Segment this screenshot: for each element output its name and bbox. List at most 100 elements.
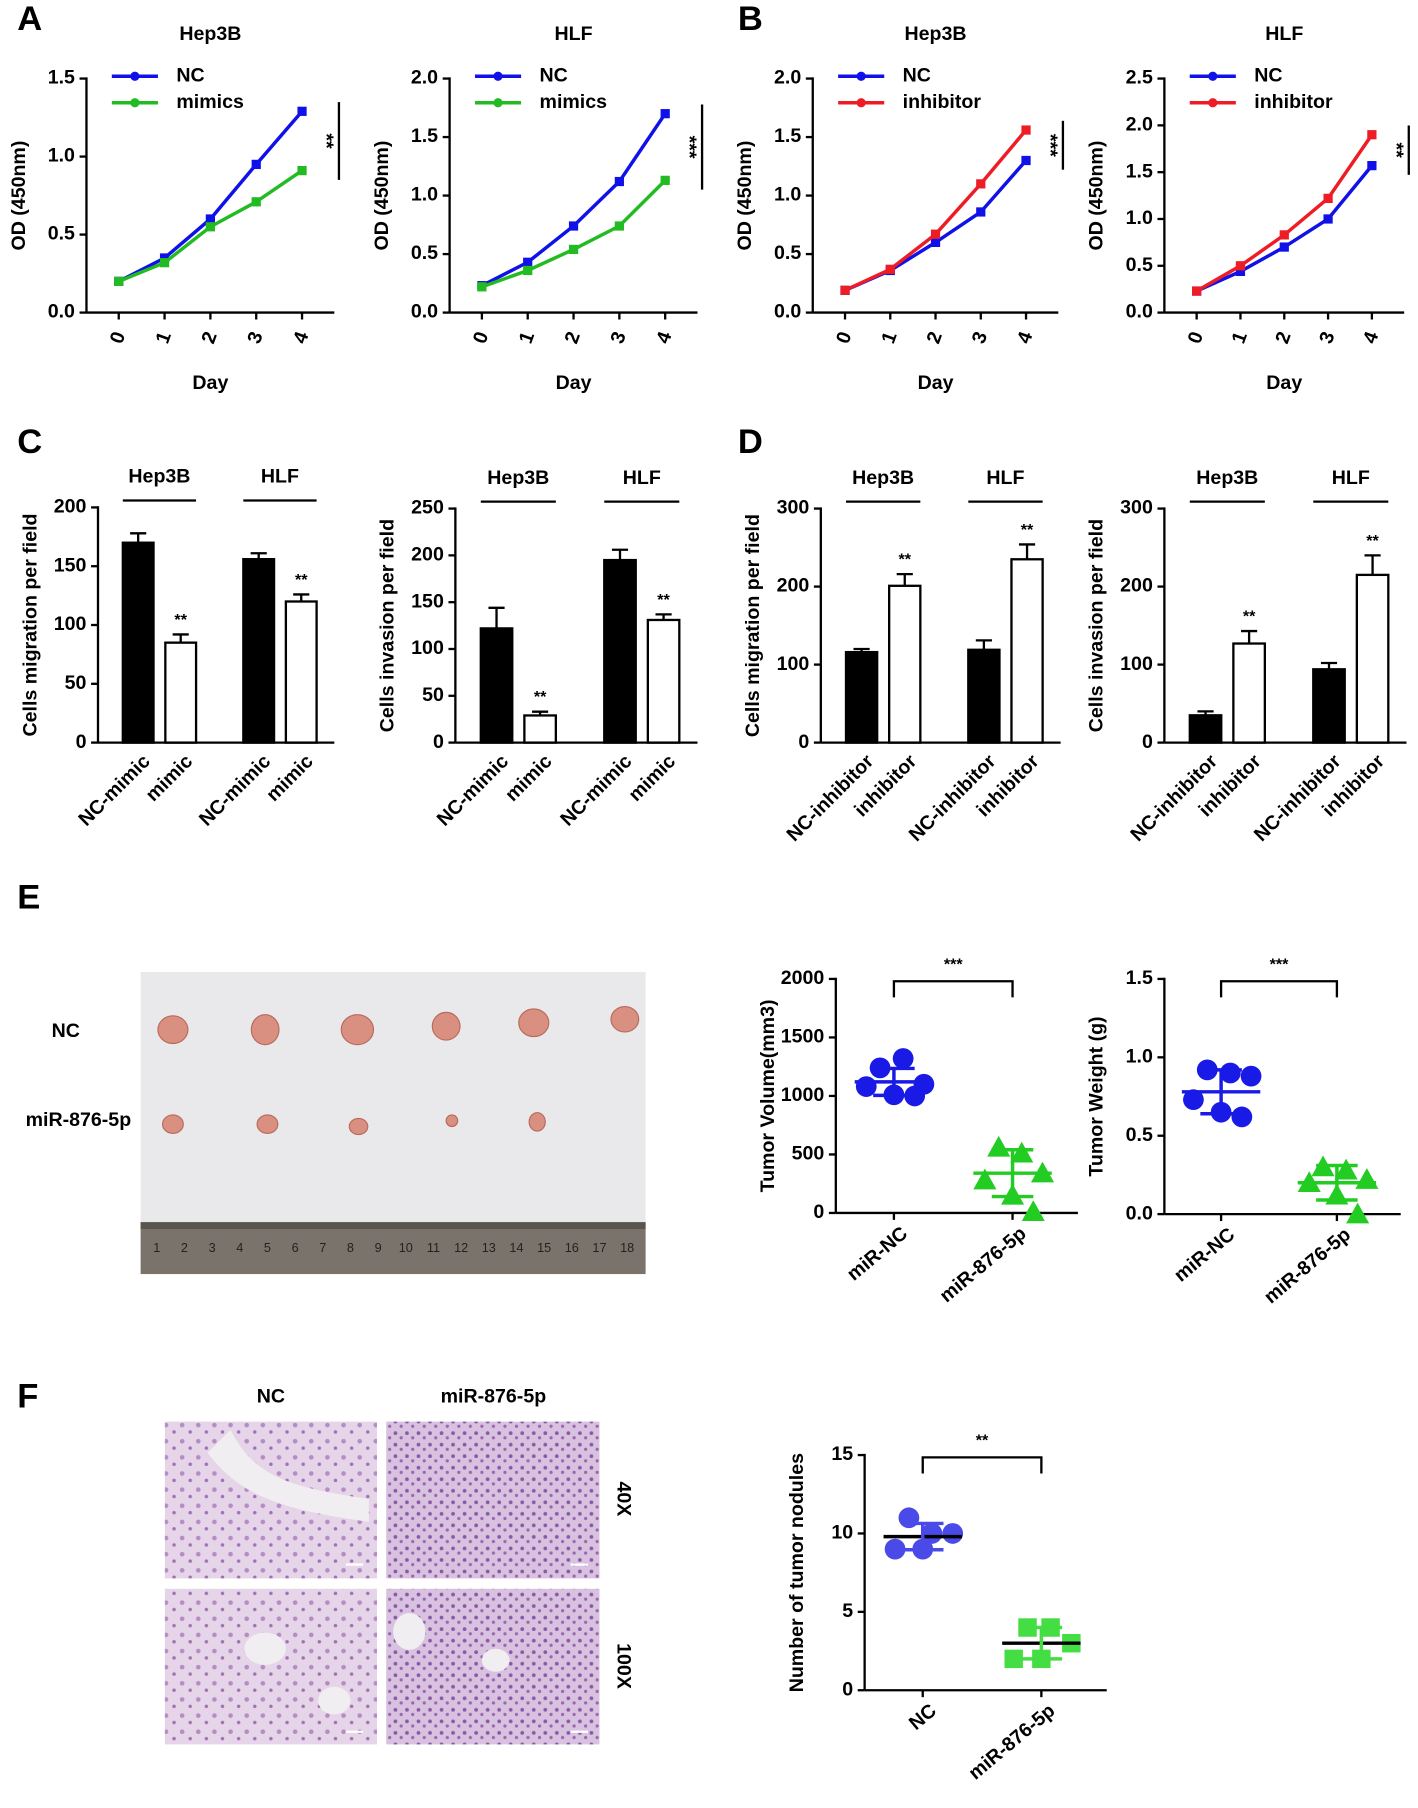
y-tick-label: 2.0: [1126, 114, 1153, 136]
x-tick-label: mimic: [624, 750, 680, 806]
y-tick-label: 150: [54, 554, 87, 576]
bar: [479, 627, 514, 744]
point: [1021, 1200, 1045, 1222]
legend-marker: [856, 98, 866, 108]
sig-label: **: [976, 1431, 989, 1449]
point: [1355, 1168, 1379, 1189]
point: [251, 159, 261, 169]
x-tick-label: 1: [1227, 329, 1251, 347]
point: [1235, 261, 1246, 271]
row-label: miR-876-5p: [26, 1109, 132, 1131]
point: [1010, 1141, 1034, 1163]
legend-label: mimics: [176, 91, 244, 113]
bar: [1312, 668, 1346, 744]
point: [297, 106, 307, 116]
bar: [1232, 642, 1266, 744]
bar: [121, 541, 155, 744]
point: [930, 237, 941, 247]
x-axis-label: Day: [918, 372, 954, 394]
point: [1323, 193, 1333, 203]
ruler-number: 13: [482, 1241, 496, 1255]
group-label: HLF: [623, 467, 661, 489]
x-tick-label: 0: [469, 329, 493, 347]
panel-letter: F: [17, 1378, 38, 1416]
ruler-number: 6: [292, 1241, 299, 1255]
y-axis-label: Tumor Volume(mm3): [757, 999, 779, 1192]
sig-label: ***: [678, 136, 700, 159]
y-tick-label: 0.5: [411, 242, 438, 264]
group-label: HLF: [986, 467, 1024, 489]
point: [205, 214, 216, 224]
y-axis-label: OD (450nm): [371, 141, 393, 251]
point: [1367, 161, 1377, 171]
panel-letter: A: [17, 0, 42, 38]
ruler-number: 1: [153, 1241, 160, 1255]
y-tick-label: 2.0: [774, 67, 801, 89]
point: [523, 265, 533, 276]
y-tick-label: 1.0: [411, 184, 438, 206]
ruler-number: 18: [620, 1241, 634, 1255]
legend-label: NC: [903, 64, 931, 86]
x-tick-label: 2: [197, 329, 221, 347]
x-axis-label: Day: [192, 372, 228, 394]
y-tick-label: 1.0: [1126, 1046, 1153, 1068]
bar: [1355, 573, 1390, 744]
panel-letter: D: [738, 423, 763, 461]
point: [987, 1135, 1011, 1157]
y-tick-label: 500: [792, 1143, 825, 1165]
y-tick-label: 1.5: [48, 67, 75, 89]
y-tick-label: 300: [1120, 497, 1153, 519]
sig-label: **: [1385, 143, 1407, 159]
x-tick-label: miR-NC: [843, 1222, 912, 1285]
sig-label: **: [315, 133, 337, 149]
point: [297, 166, 307, 176]
sig-label: **: [295, 571, 308, 589]
legend-label: mimics: [540, 91, 608, 113]
y-axis-label: Cells migration per field: [742, 514, 764, 737]
legend-marker: [856, 71, 866, 81]
point: [1346, 1202, 1370, 1224]
y-tick-label: 2.0: [411, 67, 438, 89]
legend-label: NC: [540, 64, 568, 86]
ruler-number: 7: [319, 1241, 326, 1255]
point: [884, 1538, 906, 1560]
point: [1231, 1106, 1253, 1128]
x-tick-label: miR-NC: [1170, 1224, 1239, 1287]
series-line: [481, 112, 667, 288]
y-tick-label: 1.5: [411, 125, 438, 147]
x-tick-label: 2: [1271, 329, 1295, 347]
y-tick-label: 0.0: [411, 301, 438, 323]
y-tick-label: 200: [1120, 575, 1153, 597]
y-tick-label: 200: [411, 544, 444, 566]
point: [1323, 214, 1333, 224]
point: [205, 222, 216, 232]
y-axis-label: Cells migration per field: [19, 513, 41, 736]
chart-title: HLF: [555, 23, 593, 45]
sig-label: **: [898, 551, 911, 569]
y-tick-label: 0: [433, 731, 444, 753]
x-tick-label: 3: [606, 329, 630, 347]
point: [973, 1168, 997, 1190]
ruler-number: 12: [454, 1241, 468, 1255]
row-label: NC: [52, 1020, 80, 1042]
legend-marker: [130, 71, 140, 81]
sig-bracket: [921, 1456, 1043, 1474]
chart-title: Hep3B: [179, 23, 241, 45]
y-tick-label: 100: [777, 653, 810, 675]
point: [1004, 1649, 1023, 1669]
y-tick-label: 1.5: [1126, 160, 1153, 182]
y-axis-label: Cells invasion per field: [1086, 519, 1108, 732]
x-tick-label: 0: [832, 329, 856, 347]
y-tick-label: 0: [813, 1201, 824, 1223]
sig-label: **: [174, 611, 187, 629]
sig-label: ***: [1270, 955, 1290, 973]
chart-title: HLF: [1265, 23, 1303, 45]
point: [930, 229, 941, 239]
ruler-number: 9: [375, 1241, 382, 1255]
x-tick-label: mimic: [501, 750, 557, 806]
y-tick-label: 10: [831, 1522, 853, 1544]
series-line: [1195, 164, 1374, 293]
x-tick-label: 3: [243, 329, 267, 347]
y-tick-label: 200: [54, 496, 87, 518]
